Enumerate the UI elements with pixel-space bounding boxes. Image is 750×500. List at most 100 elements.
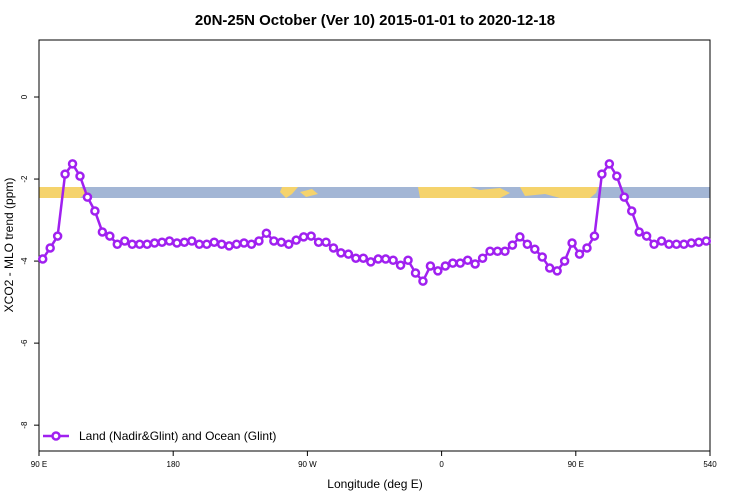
x-tick-label: 90 E bbox=[568, 460, 584, 469]
data-point bbox=[552, 266, 562, 276]
data-point bbox=[134, 239, 145, 250]
data-point bbox=[179, 237, 190, 247]
data-point bbox=[448, 258, 458, 268]
data-point bbox=[649, 239, 659, 250]
data-point bbox=[254, 236, 264, 246]
x-tick-label: 0 bbox=[439, 460, 444, 469]
data-point bbox=[306, 231, 316, 241]
data-point bbox=[470, 259, 480, 269]
data-point bbox=[75, 171, 85, 181]
y-tick-label: -4 bbox=[20, 257, 29, 265]
data-point bbox=[202, 239, 212, 250]
data-point bbox=[313, 237, 324, 247]
data-point bbox=[530, 244, 540, 254]
data-point bbox=[291, 235, 301, 245]
data-point bbox=[298, 232, 309, 242]
data-point bbox=[485, 246, 495, 256]
plot-frame bbox=[38, 39, 711, 452]
data-point bbox=[619, 192, 630, 202]
data-point bbox=[187, 236, 197, 246]
data-point bbox=[656, 236, 667, 246]
data-point bbox=[626, 206, 637, 216]
data-point bbox=[537, 252, 547, 262]
data-point bbox=[597, 169, 607, 179]
x-tick-label: 540 bbox=[703, 460, 717, 469]
data-point bbox=[60, 169, 70, 179]
data-point bbox=[492, 246, 503, 256]
data-point bbox=[701, 236, 712, 246]
x-tick-label: 90 E bbox=[31, 460, 47, 469]
data-point bbox=[37, 254, 48, 264]
data-point bbox=[119, 236, 130, 246]
y-tick-label: -6 bbox=[20, 339, 29, 347]
y-tick-label: -2 bbox=[20, 175, 29, 183]
data-point bbox=[269, 236, 279, 246]
data-point bbox=[45, 243, 55, 253]
data-point bbox=[589, 231, 600, 241]
data-point bbox=[425, 261, 436, 271]
legend-label: Land (Nadir&Glint) and Ocean (Glint) bbox=[79, 429, 276, 443]
data-point bbox=[261, 228, 272, 238]
data-point bbox=[567, 238, 577, 248]
data-point bbox=[671, 239, 682, 250]
data-point bbox=[440, 261, 451, 271]
data-point bbox=[105, 231, 115, 241]
data-point bbox=[246, 239, 257, 250]
data-point bbox=[97, 227, 108, 237]
data-point bbox=[209, 237, 219, 247]
data-point bbox=[664, 239, 674, 250]
data-point bbox=[328, 243, 339, 253]
y-tick-label: -8 bbox=[20, 421, 29, 429]
data-point bbox=[403, 255, 413, 266]
data-point bbox=[477, 253, 488, 263]
data-point bbox=[90, 206, 100, 216]
data-point bbox=[149, 238, 160, 248]
data-point bbox=[395, 260, 406, 270]
data-point bbox=[358, 253, 369, 263]
data-point bbox=[694, 237, 704, 247]
data-point bbox=[373, 254, 383, 264]
data-point bbox=[164, 236, 175, 246]
y-tick-label: 0 bbox=[20, 94, 29, 99]
data-point bbox=[522, 239, 533, 250]
data-point bbox=[216, 239, 227, 250]
data-point bbox=[112, 239, 123, 250]
data-point bbox=[366, 257, 376, 267]
data-point bbox=[276, 237, 287, 247]
data-point bbox=[388, 255, 398, 266]
data-point bbox=[634, 227, 644, 237]
data-point bbox=[52, 231, 63, 241]
data-point bbox=[351, 253, 361, 263]
data-point bbox=[239, 238, 249, 248]
data-point bbox=[127, 239, 137, 250]
legend-marker bbox=[51, 431, 61, 441]
data-point bbox=[67, 159, 78, 169]
data-point bbox=[336, 248, 346, 258]
chart-title: 20N-25N October (Ver 10) 2015-01-01 to 2… bbox=[195, 12, 555, 29]
data-point bbox=[500, 246, 510, 256]
x-tick-label: 90 W bbox=[298, 460, 317, 469]
data-point bbox=[224, 241, 234, 251]
data-point bbox=[604, 159, 615, 169]
y-axis-label: XCO2 - MLO trend (ppm) bbox=[2, 178, 16, 313]
data-point bbox=[641, 231, 652, 241]
data-point bbox=[410, 268, 421, 278]
data-point bbox=[82, 192, 93, 202]
data-point bbox=[559, 256, 570, 266]
data-point bbox=[679, 239, 689, 250]
data-point bbox=[231, 239, 242, 250]
data-point bbox=[433, 266, 443, 276]
map-strip bbox=[39, 187, 710, 198]
data-point bbox=[157, 237, 167, 247]
data-point bbox=[142, 239, 152, 250]
data-point bbox=[284, 239, 294, 250]
data-point bbox=[321, 237, 331, 247]
data-point bbox=[515, 232, 525, 242]
data-point bbox=[380, 254, 391, 264]
data-point bbox=[418, 276, 428, 286]
data-point bbox=[194, 239, 205, 250]
x-tick-label: 180 bbox=[167, 460, 181, 469]
data-point bbox=[455, 258, 465, 268]
